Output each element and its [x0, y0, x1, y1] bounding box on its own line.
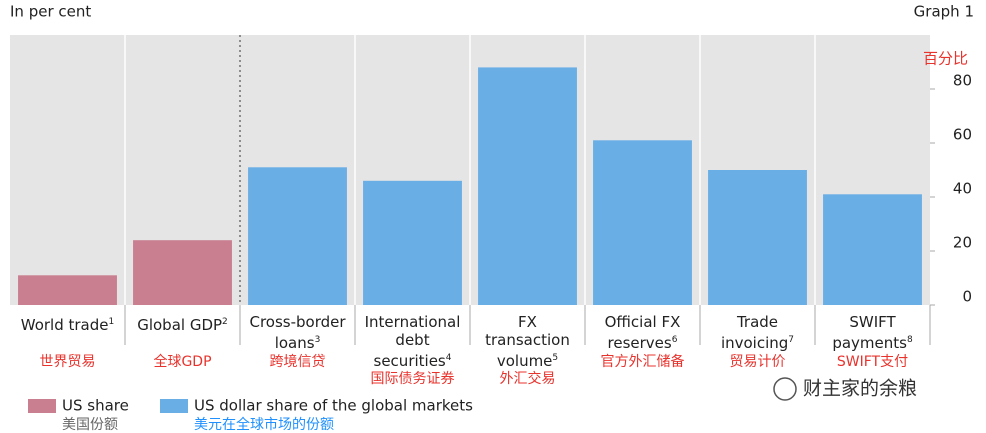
category-label: International debt securities4 国际债务证券 — [355, 313, 470, 388]
footnote-mark: 8 — [906, 335, 913, 345]
category-label: FX transaction volume5 外汇交易 — [470, 313, 585, 388]
legend-label-zh: 美国份额 — [62, 417, 118, 433]
category-text: FX transaction volume — [485, 313, 570, 370]
category-name-zh: 外汇交易 — [499, 371, 556, 387]
header-right: Graph 1 — [914, 3, 974, 21]
category-text: World trade — [20, 316, 109, 334]
bar — [478, 67, 577, 306]
y-tick-label: 80 — [953, 72, 972, 90]
footnote-mark: 1 — [108, 317, 115, 327]
legend-label: US share — [62, 397, 129, 415]
category-name: Cross-border loans3 — [240, 313, 355, 353]
category-text: International debt securities — [364, 313, 461, 370]
category-name: World trade1 — [10, 313, 125, 353]
category-name: FX transaction volume5 — [470, 313, 585, 370]
category-label: World trade1 世界贸易 — [10, 313, 125, 371]
category-text: Global GDP — [137, 316, 223, 334]
legend-swatch — [160, 399, 188, 413]
category-name-zh: 全球GDP — [153, 354, 212, 370]
y-tick-label: 0 — [962, 288, 972, 306]
y-tick-label: 40 — [953, 180, 972, 198]
category-text: Cross-border loans — [249, 313, 346, 352]
footnote-mark: 7 — [788, 335, 795, 345]
legend-label-zh: 美元在全球市场的份额 — [194, 416, 334, 433]
watermark-icon — [773, 377, 797, 401]
category-text: Trade invoicing — [720, 313, 789, 352]
category-label: SWIFT payments8 SWIFT支付 — [815, 313, 930, 371]
category-label: Official FX reserves6 官方外汇储备 — [585, 313, 700, 371]
bar — [18, 275, 117, 305]
bar — [593, 140, 692, 305]
legend-swatch — [28, 399, 56, 413]
bar — [708, 170, 807, 305]
bar — [363, 180, 462, 305]
footnote-mark: 6 — [671, 335, 678, 345]
category-label: Global GDP2 全球GDP — [125, 313, 240, 371]
footnote-mark: 5 — [552, 353, 559, 363]
category-text: Official FX reserves — [604, 313, 681, 352]
category-text: SWIFT payments — [832, 313, 907, 352]
y-tick-label: 20 — [953, 234, 972, 252]
category-name-zh: 世界贸易 — [39, 354, 96, 370]
bar — [248, 167, 347, 305]
category-name-zh: SWIFT支付 — [836, 354, 909, 370]
legend-label: US dollar share of the global markets — [194, 397, 473, 415]
bar — [823, 194, 922, 305]
footnote-mark: 3 — [314, 335, 321, 345]
bar — [133, 240, 232, 305]
category-label: Cross-border loans3 跨境信贷 — [240, 313, 355, 371]
category-name: International debt securities4 — [355, 313, 470, 370]
footnote-mark: 4 — [445, 353, 452, 363]
category-name-zh: 跨境信贷 — [269, 354, 326, 370]
y-tick-label: 60 — [953, 126, 972, 144]
category-name: Trade invoicing7 — [700, 313, 815, 353]
category-name-zh: 国际债务证券 — [370, 371, 455, 387]
category-name: Global GDP2 — [125, 313, 240, 353]
header-left: In per cent — [10, 3, 91, 21]
category-name: SWIFT payments8 — [815, 313, 930, 353]
category-name-zh: 贸易计价 — [729, 354, 786, 370]
watermark: 财主家的余粮 — [773, 377, 917, 401]
watermark-text: 财主家的余粮 — [803, 378, 917, 400]
category-label: Trade invoicing7 贸易计价 — [700, 313, 815, 371]
unit-label: 百分比 — [923, 50, 968, 68]
category-name: Official FX reserves6 — [585, 313, 700, 353]
category-name-zh: 官方外汇储备 — [600, 354, 685, 370]
footnote-mark: 2 — [222, 317, 228, 327]
